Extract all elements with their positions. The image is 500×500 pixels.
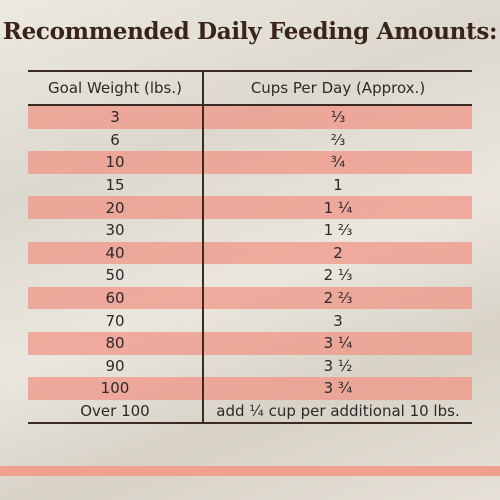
table-cell: Over 100	[28, 399, 204, 425]
table-cell: 2	[203, 241, 472, 265]
table-row: 60 2 ⅔	[28, 286, 472, 310]
table-cell: add ¼ cup per additional 10 lbs.	[203, 399, 472, 425]
table-cell: ¾	[203, 151, 472, 174]
table-cell: 15	[28, 173, 204, 197]
table-cell: 3 ½	[323, 356, 353, 375]
table-cell: 3 ¼	[203, 331, 472, 355]
header-cell: Cups Per Day (Approx.)	[203, 70, 472, 106]
table-cell: 1 ⅔	[323, 221, 353, 240]
table-row: 50 2 ⅓	[28, 264, 472, 287]
table-row: 90 3 ½	[28, 354, 472, 378]
table-cell: 2 ⅓	[323, 266, 353, 285]
table-cell: 70	[28, 309, 204, 332]
decorative-strip	[0, 466, 500, 476]
table-cell: ⅔	[330, 130, 346, 149]
table-cell: 6	[28, 128, 204, 152]
feeding-table: Goal Weight (lbs.) Cups Per Day (Approx.…	[28, 70, 472, 425]
header-cell: Goal Weight (lbs.)	[28, 70, 204, 106]
table-cell: 60	[28, 286, 204, 310]
table-row: 100 3 ¾	[28, 377, 472, 400]
table-cell: 50	[28, 264, 204, 287]
table-cell: 30	[28, 218, 204, 242]
table-cell: 1	[333, 176, 343, 195]
table-cell: 80	[28, 331, 204, 355]
table-cell: 2 ⅔	[203, 286, 472, 310]
table-cell: 3	[28, 105, 204, 129]
header-row: Goal Weight (lbs.) Cups Per Day (Approx.…	[28, 70, 472, 106]
table-row: 10 ¾	[28, 151, 472, 174]
title: Recommended Daily Feeding Amounts:	[2, 18, 498, 45]
table-cell: 3 ¾	[203, 377, 472, 400]
table-row: 20 1 ¼	[28, 196, 472, 219]
table-cell: 40	[28, 241, 204, 265]
table-cell: 20	[28, 196, 204, 219]
table-row: 15 1	[28, 173, 472, 197]
table-row: 30 1 ⅔	[28, 218, 472, 242]
table-row: 70 3	[28, 309, 472, 332]
table-row: Over 100 add ¼ cup per additional 10 lbs.	[28, 399, 472, 425]
table-row: 40 2	[28, 241, 472, 265]
table-cell: 3	[333, 311, 343, 330]
table-cell: 90	[28, 354, 204, 378]
table-body: 3 ⅓ 6 ⅔ 10 ¾ 15 1 20 1 ¼ 30 1 ⅔ 40 2 50 2 ⅓ 60 2 ⅔ 70 3 80 3 …	[28, 105, 472, 425]
table-row: 80 3 ¼	[28, 331, 472, 355]
table-cell: 10	[28, 151, 204, 174]
table-cell: 1 ¼	[203, 196, 472, 219]
table-cell: ⅓	[203, 105, 472, 129]
table-cell: 100	[28, 377, 204, 400]
